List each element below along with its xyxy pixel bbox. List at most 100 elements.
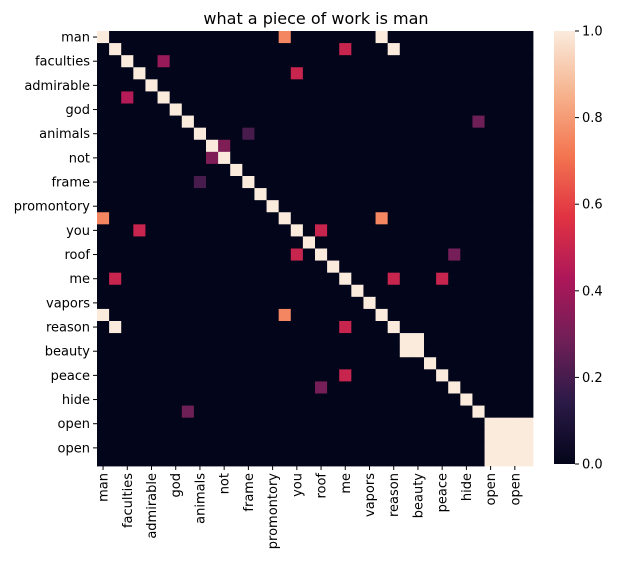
heatmap-cell: [145, 55, 158, 68]
heatmap-cell: [290, 333, 304, 346]
heatmap-cell: [484, 115, 498, 129]
heatmap-cell: [121, 188, 134, 201]
heatmap-cell: [508, 151, 522, 165]
heatmap-cell: [290, 308, 304, 322]
heatmap-cell: [290, 272, 304, 286]
heatmap-cell: [254, 321, 267, 334]
heatmap-cell: [230, 151, 243, 165]
heatmap-cell: [315, 127, 328, 141]
heatmap-cell: [339, 369, 352, 382]
heatmap-cell: [109, 188, 122, 201]
heatmap-cell: [315, 31, 328, 44]
heatmap-cell: [290, 224, 304, 237]
heatmap-cell: [315, 224, 328, 237]
heatmap-cell: [339, 453, 352, 467]
heatmap-cell: [169, 393, 183, 406]
heatmap-cell: [472, 188, 485, 201]
heatmap-cell: [266, 321, 280, 334]
heatmap-cell: [230, 429, 243, 443]
heatmap-cell: [290, 200, 304, 213]
heatmap-cell: [218, 393, 231, 406]
heatmap-cell: [436, 236, 449, 249]
heatmap-cell: [508, 55, 522, 68]
heatmap-cell: [145, 405, 158, 419]
heatmap-cell: [508, 67, 522, 80]
heatmap-cell: [520, 260, 534, 274]
heatmap-cell: [278, 296, 292, 310]
heatmap-cell: [411, 188, 425, 201]
heatmap-cell: [520, 284, 534, 298]
y-tick-label: hide: [62, 393, 90, 408]
heatmap-cell: [387, 151, 401, 165]
heatmap-cell: [399, 441, 413, 455]
heatmap-cell: [315, 284, 328, 298]
heatmap-cell: [230, 67, 243, 80]
heatmap-cell: [230, 381, 243, 394]
heatmap-cell: [121, 369, 134, 382]
heatmap-cell: [145, 357, 158, 370]
heatmap-cell: [230, 272, 243, 286]
heatmap-cell: [351, 200, 364, 213]
heatmap-cell: [266, 176, 280, 189]
x-tick-label: animals: [193, 473, 208, 524]
heatmap-cell: [339, 31, 352, 44]
heatmap-cell: [193, 188, 207, 201]
heatmap-cell: [266, 272, 280, 286]
heatmap-cell: [218, 405, 231, 419]
heatmap-cell: [266, 333, 280, 346]
heatmap-cell: [339, 212, 352, 225]
heatmap-cell: [460, 284, 473, 298]
heatmap-cell: [254, 272, 267, 286]
heatmap-cell: [242, 441, 255, 455]
heatmap-cell: [278, 67, 292, 80]
heatmap-cell: [278, 381, 292, 394]
heatmap-cell: [181, 369, 195, 382]
x-tick-label: admirable: [145, 473, 160, 539]
heatmap-cell: [339, 163, 352, 177]
heatmap-cell: [193, 453, 207, 467]
heatmap-cell: [181, 55, 195, 68]
heatmap-cell: [315, 115, 328, 129]
heatmap-cell: [242, 393, 255, 406]
heatmap-cell: [230, 284, 243, 298]
heatmap-cell: [375, 345, 389, 358]
heatmap-cell: [290, 453, 304, 467]
heatmap-cell: [145, 188, 158, 201]
heatmap-cell: [290, 151, 304, 165]
heatmap-cell: [484, 272, 498, 286]
heatmap-cell: [266, 369, 280, 382]
heatmap-cell: [448, 91, 461, 104]
heatmap-cell: [387, 200, 401, 213]
heatmap-cell: [254, 345, 267, 358]
heatmap-cell: [351, 381, 364, 394]
heatmap-cell: [327, 151, 340, 165]
heatmap-cell: [169, 79, 183, 92]
colorbar: 0.0 0.2 0.4 0.6 0.8 1.0: [554, 25, 603, 473]
heatmap-cell: [424, 176, 437, 189]
heatmap-cell: [351, 212, 364, 225]
heatmap-cell: [496, 163, 510, 177]
heatmap-cell: [315, 405, 328, 419]
heatmap-cell: [351, 260, 364, 274]
heatmap-cell: [230, 357, 243, 370]
heatmap-cell: [351, 91, 364, 104]
heatmap-cell: [508, 200, 522, 213]
heatmap-cell: [109, 224, 122, 237]
heatmap-cell: [302, 453, 316, 467]
heatmap-cell: [363, 79, 376, 92]
heatmap-cell: [448, 139, 461, 153]
heatmap-cell: [387, 43, 401, 56]
heatmap-cell: [520, 151, 534, 165]
heatmap-cell: [424, 224, 437, 237]
heatmap-cell: [508, 79, 522, 92]
heatmap-cell: [460, 200, 473, 213]
heatmap-cell: [242, 260, 255, 274]
heatmap-cell: [508, 393, 522, 406]
heatmap-cell: [424, 103, 437, 116]
heatmap-cell: [363, 357, 376, 370]
heatmap-cell: [97, 103, 110, 116]
heatmap-cell: [508, 31, 522, 44]
heatmap-cell: [121, 453, 134, 467]
heatmap-cell: [121, 139, 134, 153]
heatmap-cell: [109, 417, 122, 431]
